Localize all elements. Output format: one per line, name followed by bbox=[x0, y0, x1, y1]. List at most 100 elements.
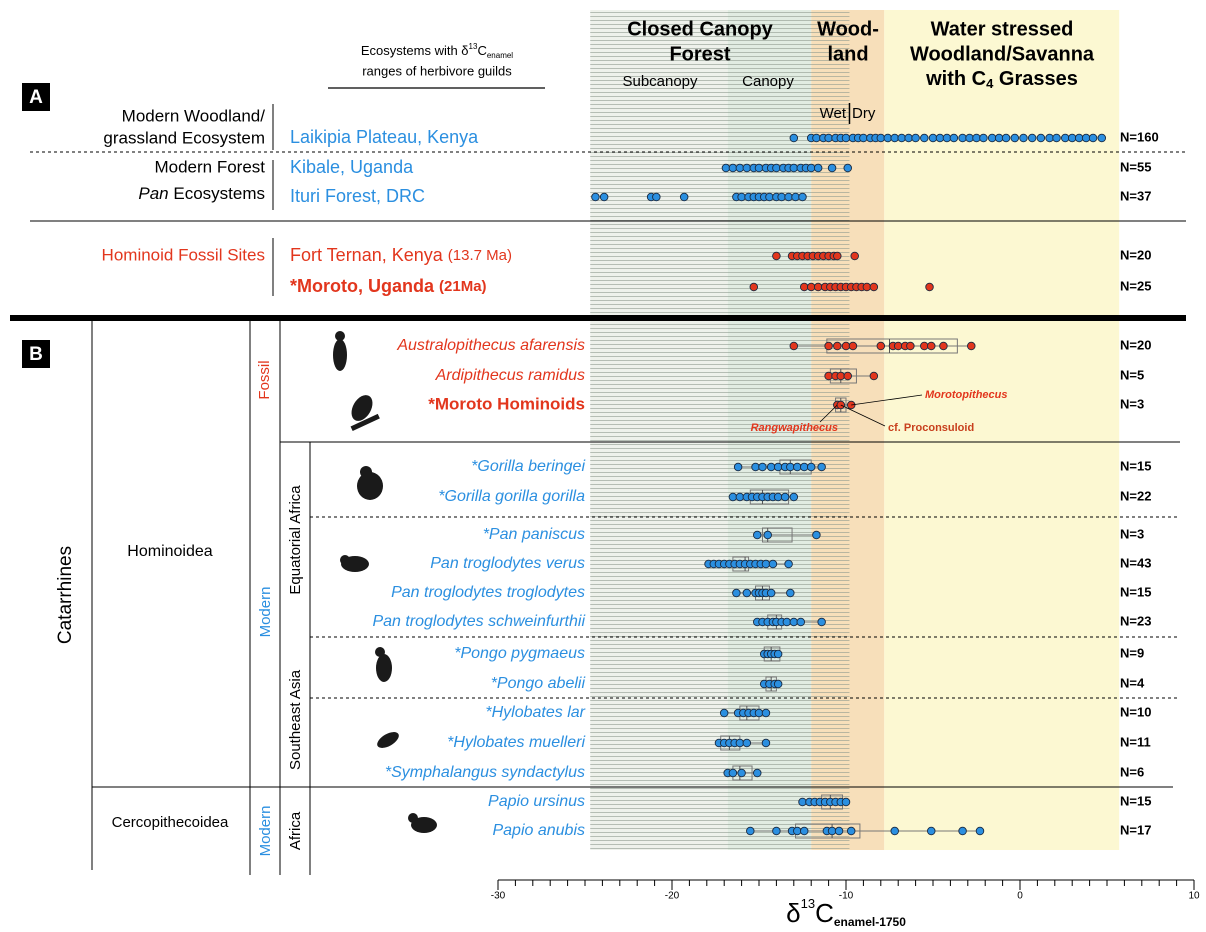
zone-header: with C4 Grasses bbox=[925, 68, 1078, 91]
dot bbox=[774, 493, 782, 501]
x-tick-label: 0 bbox=[1017, 891, 1023, 902]
row-label: *Pan paniscus bbox=[483, 526, 585, 543]
n-label: N=25 bbox=[1120, 278, 1151, 293]
dot bbox=[921, 134, 929, 142]
dot bbox=[877, 134, 885, 142]
dot bbox=[793, 827, 801, 835]
dot bbox=[995, 134, 1003, 142]
dot bbox=[790, 134, 798, 142]
header-sub: enamel bbox=[487, 51, 513, 60]
dot bbox=[800, 463, 808, 471]
dot bbox=[722, 164, 730, 172]
row-label: Papio anubis bbox=[492, 822, 585, 839]
dot bbox=[943, 134, 951, 142]
header-part: Ecosystems with δ bbox=[361, 43, 469, 58]
group-label: Catarrhines bbox=[55, 546, 76, 644]
zone-header: Woodland/Savanna bbox=[910, 43, 1095, 65]
dot bbox=[844, 164, 852, 172]
row-label: Ardipithecus ramidus bbox=[435, 367, 585, 384]
dot bbox=[592, 193, 600, 201]
row-label: Fort Ternan, Kenya (13.7 Ma) bbox=[290, 245, 512, 265]
n-label: N=6 bbox=[1120, 764, 1144, 779]
dot bbox=[988, 134, 996, 142]
dot bbox=[844, 372, 852, 380]
dot bbox=[1046, 134, 1054, 142]
dot bbox=[842, 798, 850, 806]
dot bbox=[799, 193, 807, 201]
zone-label: Subcanopy bbox=[622, 73, 698, 90]
dot bbox=[790, 493, 798, 501]
row-label: *Moroto Hominoids bbox=[428, 394, 585, 413]
dot bbox=[778, 193, 786, 201]
n-label: N=17 bbox=[1120, 822, 1151, 837]
dot bbox=[818, 463, 826, 471]
x-axis-label-part: δ bbox=[786, 898, 800, 928]
dot bbox=[851, 252, 859, 260]
dot bbox=[762, 709, 770, 717]
dot bbox=[1061, 134, 1069, 142]
dot bbox=[729, 164, 737, 172]
header-part: C bbox=[477, 43, 486, 58]
dot bbox=[738, 769, 746, 777]
dot bbox=[907, 342, 915, 350]
dot bbox=[729, 493, 737, 501]
zone-header: Water stressed bbox=[931, 18, 1074, 40]
dot bbox=[814, 164, 822, 172]
dot bbox=[818, 618, 826, 626]
dot bbox=[653, 193, 661, 201]
n-label: N=160 bbox=[1120, 129, 1159, 144]
dot bbox=[793, 463, 801, 471]
row-label: *Symphalangus syndactylus bbox=[385, 764, 585, 781]
dot bbox=[680, 193, 688, 201]
dot bbox=[1037, 134, 1045, 142]
group-label-part: Pan bbox=[138, 184, 168, 203]
row-label-name: *Moroto, Uganda bbox=[290, 276, 435, 296]
row-label-age: (13.7 Ma) bbox=[448, 247, 512, 264]
group-label: Southeast Asia bbox=[287, 669, 304, 770]
zone-header: land bbox=[827, 43, 868, 65]
n-label: N=3 bbox=[1120, 396, 1144, 411]
dot bbox=[750, 283, 758, 291]
dot bbox=[755, 709, 763, 717]
dot bbox=[736, 164, 744, 172]
dot bbox=[835, 827, 843, 835]
row-label: *Moroto, Uganda (21Ma) bbox=[290, 276, 487, 296]
row-label: Papio ursinus bbox=[488, 793, 585, 810]
dot bbox=[785, 560, 793, 568]
dot bbox=[774, 650, 782, 658]
dot bbox=[734, 463, 742, 471]
dot bbox=[743, 589, 751, 597]
dot bbox=[1020, 134, 1028, 142]
group-label: Modern bbox=[257, 587, 274, 638]
dot bbox=[894, 342, 902, 350]
dot bbox=[759, 463, 767, 471]
row-label: *Hylobates lar bbox=[485, 704, 585, 721]
dot bbox=[783, 618, 791, 626]
dot bbox=[764, 531, 772, 539]
dot bbox=[733, 589, 741, 597]
zone-header: Forest bbox=[669, 43, 730, 65]
dot bbox=[743, 164, 751, 172]
dot bbox=[773, 252, 781, 260]
dot bbox=[1098, 134, 1106, 142]
dot bbox=[847, 827, 855, 835]
dot bbox=[828, 164, 836, 172]
group-label: Africa bbox=[287, 811, 304, 850]
row-label: *Gorilla gorilla gorilla bbox=[438, 488, 585, 505]
x-tick-label: -20 bbox=[665, 891, 680, 902]
dot bbox=[1075, 134, 1083, 142]
zone-header: Wood- bbox=[817, 18, 879, 40]
dot bbox=[967, 342, 975, 350]
row-label: *Pongo pygmaeus bbox=[454, 645, 585, 662]
dot bbox=[1002, 134, 1010, 142]
dot bbox=[849, 342, 857, 350]
dot bbox=[825, 342, 833, 350]
dot bbox=[966, 134, 974, 142]
group-label: Cercopithecoidea bbox=[112, 814, 229, 831]
row-label: Australopithecus afarensis bbox=[396, 337, 585, 354]
dot bbox=[752, 463, 760, 471]
x-axis-label-part: C bbox=[815, 898, 834, 928]
annotation: cf. Proconsuloid bbox=[888, 422, 974, 434]
dot bbox=[720, 709, 728, 717]
dot bbox=[600, 193, 608, 201]
